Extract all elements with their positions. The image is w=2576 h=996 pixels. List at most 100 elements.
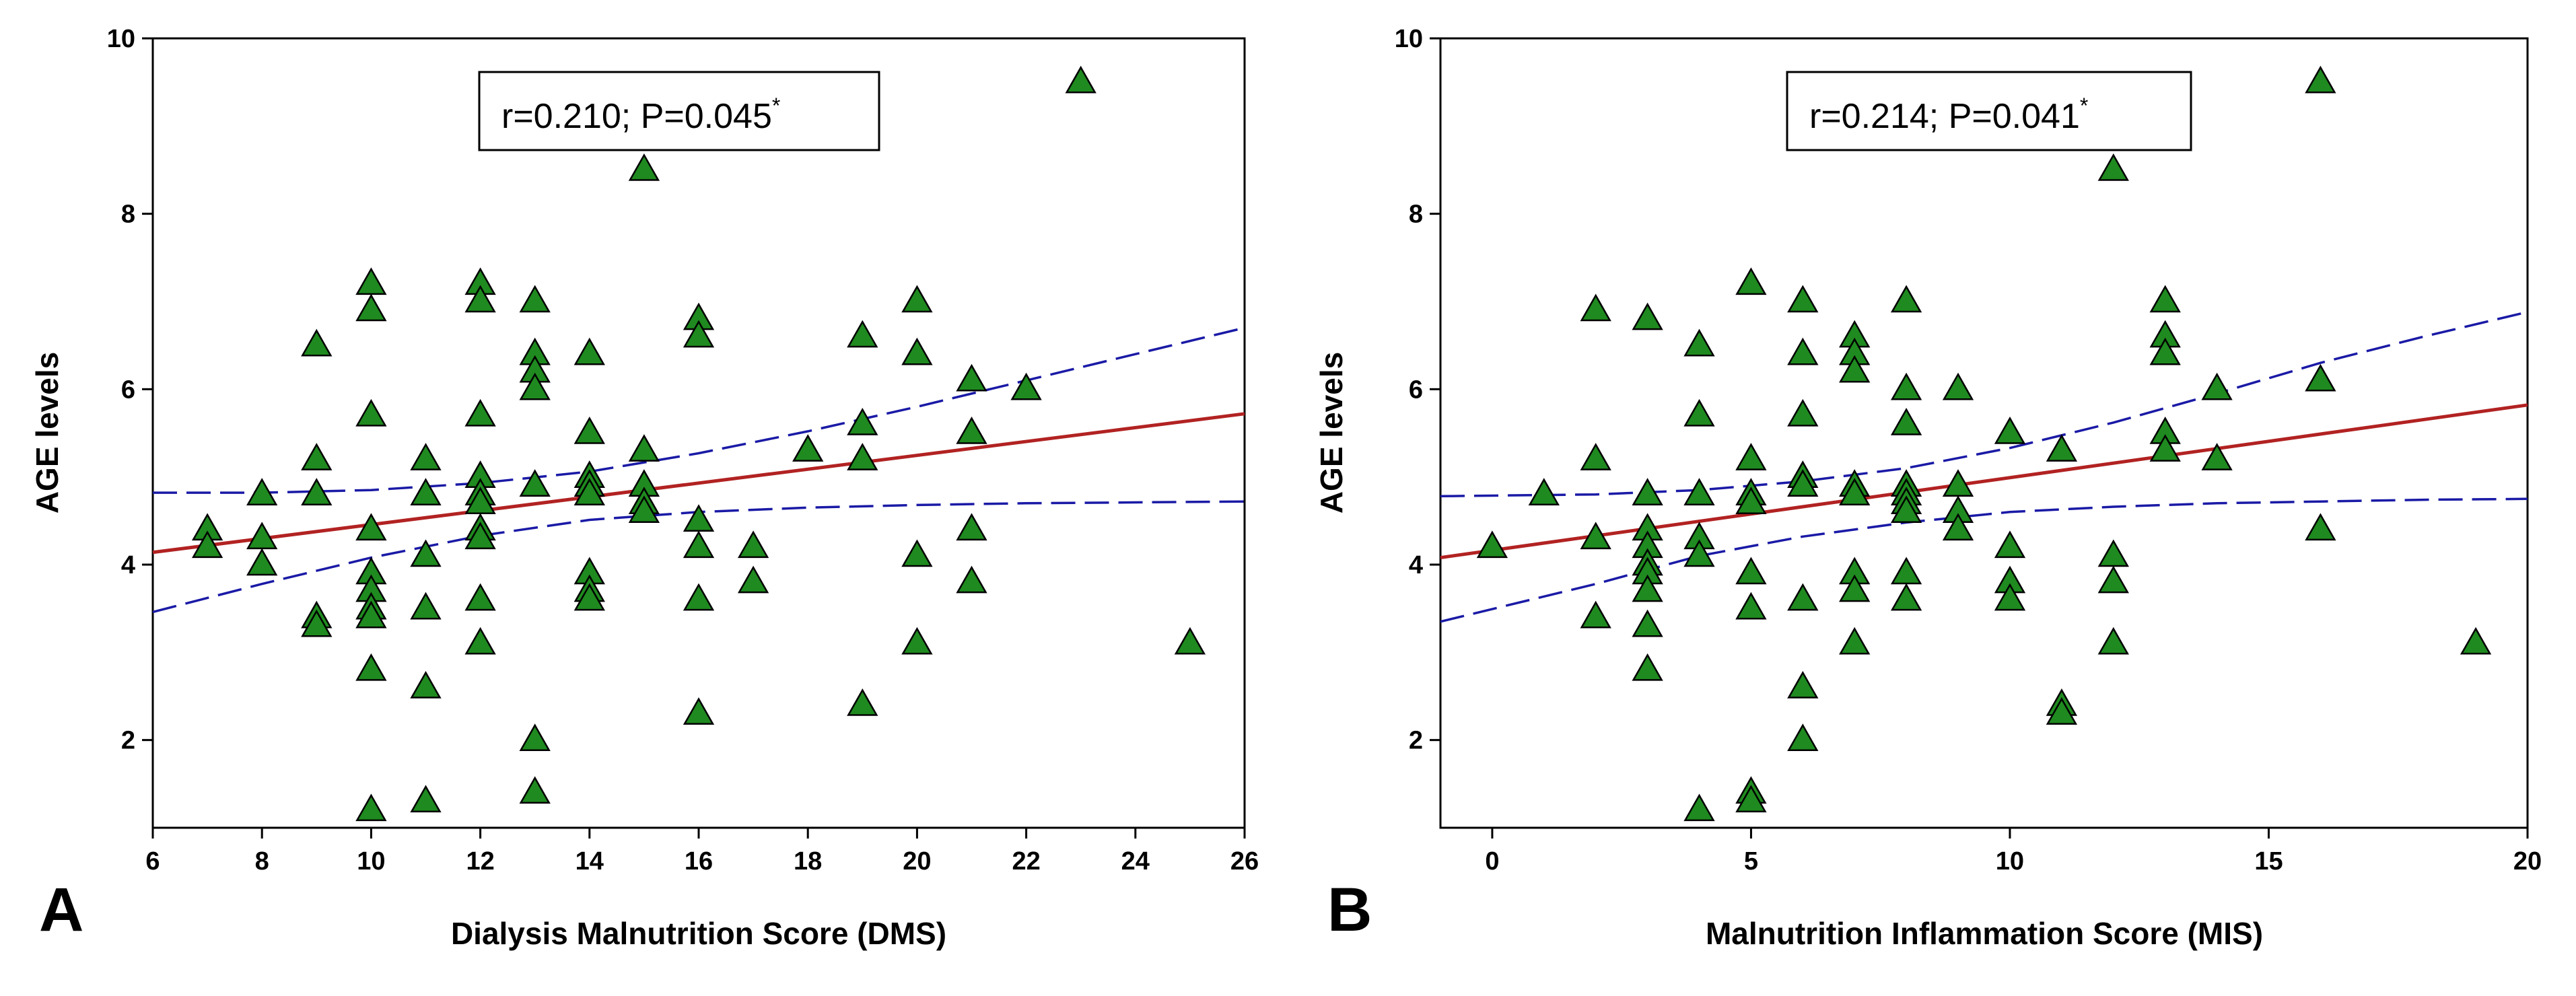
y-axis-label-b: AGE levels bbox=[1314, 352, 1349, 513]
data-point-a bbox=[1065, 65, 1096, 94]
data-point-a bbox=[901, 285, 933, 313]
data-point-b bbox=[1683, 793, 1715, 822]
data-point-b bbox=[1942, 513, 1974, 541]
data-point-b bbox=[1683, 478, 1715, 505]
x-tick-label-a: 20 bbox=[903, 847, 931, 876]
data-point-b bbox=[1942, 372, 1974, 400]
data-point-b bbox=[1580, 293, 1611, 322]
panel-b: 0 5 10 15 20 2 4 6 8 10 r=0.214; P=0.041* Malnut… bbox=[1314, 25, 2542, 951]
data-point-a bbox=[355, 653, 387, 681]
data-point-b bbox=[1580, 443, 1611, 470]
annotation-text-a: r=0.210; P=0.045* bbox=[501, 94, 780, 136]
y-tick-label-a: 2 bbox=[121, 727, 135, 755]
annotation-a: r=0.210; P=0.045* bbox=[478, 71, 880, 151]
annotation-box-b bbox=[1786, 71, 2192, 151]
data-point-a bbox=[847, 407, 878, 435]
y-ticks-b: 2 4 6 8 10 bbox=[1395, 25, 1440, 755]
data-point-a bbox=[355, 793, 387, 822]
data-point-b bbox=[1683, 539, 1715, 567]
data-point-b bbox=[1632, 653, 1663, 681]
data-point-a bbox=[956, 513, 987, 541]
data-point-a bbox=[683, 530, 715, 559]
data-point-b bbox=[1735, 557, 1767, 585]
data-point-a bbox=[519, 469, 551, 497]
plot-frame-b bbox=[1439, 37, 2529, 829]
data-point-a bbox=[956, 416, 987, 444]
data-point-b bbox=[1787, 398, 1819, 427]
data-point-a bbox=[464, 285, 496, 313]
x-tick-label-b: 15 bbox=[2254, 847, 2283, 876]
data-point-b bbox=[1735, 785, 1767, 813]
data-point-a bbox=[464, 522, 496, 550]
data-point-a bbox=[410, 785, 442, 813]
data-point-a bbox=[628, 434, 660, 462]
y-tick-label-a: 8 bbox=[121, 201, 135, 229]
data-point-a bbox=[464, 398, 496, 427]
data-point-b bbox=[1787, 469, 1819, 497]
x-tick-label-b: 0 bbox=[1485, 847, 1499, 876]
regression-line-b bbox=[1440, 403, 2528, 560]
data-point-b bbox=[1735, 443, 1767, 470]
data-point-b bbox=[1890, 407, 1922, 435]
data-point-b bbox=[1890, 583, 1922, 611]
x-tick-label-b: 20 bbox=[2513, 847, 2542, 876]
data-point-b bbox=[2201, 443, 2233, 470]
data-point-a bbox=[573, 416, 605, 444]
data-point-b bbox=[2201, 372, 2233, 400]
data-point-b bbox=[2097, 627, 2129, 655]
x-ticks-a: 6 8 10 12 14 16 18 20 22 24 26 bbox=[145, 828, 1259, 876]
data-point-b bbox=[1787, 583, 1819, 611]
y-tick-label-a: 6 bbox=[121, 376, 135, 404]
data-point-b bbox=[1839, 478, 1871, 505]
regression-line-a bbox=[152, 412, 1245, 555]
data-point-a bbox=[301, 609, 333, 637]
data-point-a bbox=[737, 565, 769, 594]
data-point-a bbox=[410, 443, 442, 470]
data-point-a bbox=[901, 337, 933, 365]
x-tick-label-a: 16 bbox=[685, 847, 713, 876]
data-point-a bbox=[519, 776, 551, 804]
data-point-a bbox=[956, 363, 987, 392]
y-tick-label-b: 6 bbox=[1409, 376, 1423, 404]
data-point-a bbox=[410, 539, 442, 567]
data-point-b bbox=[1890, 495, 1922, 524]
data-point-b bbox=[1735, 487, 1767, 515]
plot-frame-a bbox=[151, 37, 1246, 829]
data-point-b bbox=[1632, 574, 1663, 602]
x-tick-label-a: 6 bbox=[145, 847, 160, 876]
y-tick-label-b: 10 bbox=[1395, 25, 1423, 53]
data-point-a bbox=[519, 285, 551, 313]
data-point-b bbox=[1683, 328, 1715, 357]
ci-lower-line-b bbox=[1440, 497, 2528, 623]
data-point-b bbox=[2460, 627, 2492, 655]
fit-line-b bbox=[1440, 403, 2528, 560]
data-point-a bbox=[901, 539, 933, 567]
data-point-a bbox=[464, 583, 496, 611]
data-point-b bbox=[1735, 267, 1767, 295]
data-point-b bbox=[2046, 434, 2078, 462]
y-axis-label-a: AGE levels bbox=[30, 352, 65, 513]
data-point-a bbox=[410, 478, 442, 505]
data-point-a bbox=[301, 443, 333, 470]
y-ticks-a: 2 4 6 8 10 bbox=[107, 25, 153, 755]
data-point-b bbox=[1787, 337, 1819, 365]
data-point-a bbox=[683, 320, 715, 348]
data-point-b bbox=[1890, 372, 1922, 400]
data-point-b bbox=[1632, 609, 1663, 637]
data-point-b bbox=[1528, 478, 1560, 505]
ci-upper-line-b bbox=[1440, 310, 2528, 498]
data-point-b bbox=[1683, 398, 1715, 427]
fit-line-a bbox=[152, 412, 1245, 555]
ci-upper-line-a bbox=[153, 326, 1245, 494]
data-point-a bbox=[683, 583, 715, 611]
data-point-a bbox=[355, 513, 387, 541]
x-axis-label-b: Malnutrition Inflammation Score (MIS) bbox=[1706, 916, 2263, 951]
x-tick-label-a: 18 bbox=[794, 847, 822, 876]
y-tick-label-b: 2 bbox=[1409, 727, 1423, 755]
data-point-b bbox=[1994, 530, 2026, 559]
data-points-b bbox=[1476, 65, 2492, 822]
data-point-b bbox=[2149, 337, 2181, 365]
data-point-a bbox=[737, 530, 769, 559]
